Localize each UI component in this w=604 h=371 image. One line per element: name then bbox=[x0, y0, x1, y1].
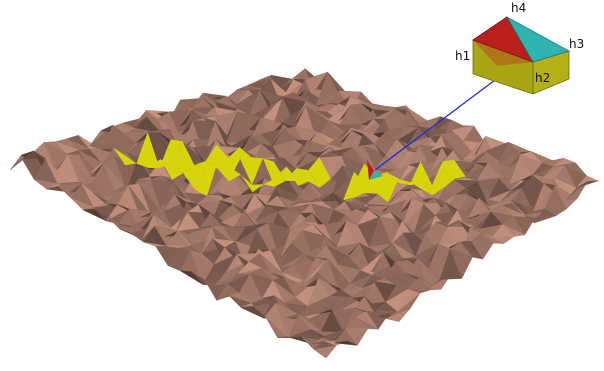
highlighted-face bbox=[376, 172, 399, 203]
label-h3: h3 bbox=[569, 37, 584, 51]
highlighted-face bbox=[364, 172, 388, 192]
label-h4: h4 bbox=[511, 1, 526, 15]
highlighted-face bbox=[286, 166, 309, 186]
highlighted-face bbox=[432, 159, 455, 185]
terrain-face bbox=[491, 236, 515, 244]
terrain-face bbox=[355, 316, 379, 330]
selected-face-marker bbox=[367, 160, 383, 180]
highlighted-face bbox=[297, 170, 320, 188]
terrain-face bbox=[576, 180, 599, 189]
highlighted-face bbox=[218, 161, 241, 182]
terrain-face bbox=[512, 216, 536, 236]
terrain-face bbox=[460, 241, 484, 260]
highlighted-face bbox=[432, 169, 455, 196]
highlighted-face bbox=[136, 132, 160, 168]
highlighted-face bbox=[409, 161, 432, 186]
terrain-face bbox=[543, 208, 568, 216]
terrain-face bbox=[534, 211, 557, 224]
highlighted-face bbox=[421, 169, 444, 196]
label-h1: h1 bbox=[455, 49, 470, 63]
terrain-face bbox=[313, 345, 338, 359]
highlighted-face bbox=[195, 161, 218, 197]
cube-face-h4b bbox=[505, 15, 571, 63]
terrain-face bbox=[344, 328, 369, 346]
label-h2: h2 bbox=[535, 71, 550, 85]
highlighted-face bbox=[443, 159, 466, 179]
terrain-face bbox=[397, 293, 421, 312]
highlighted-face bbox=[387, 172, 410, 186]
terrain-surface bbox=[9, 68, 599, 359]
highlighted-face bbox=[205, 144, 229, 169]
highlighted-face bbox=[159, 139, 183, 168]
highlighted-face bbox=[274, 166, 298, 187]
highlighted-faces bbox=[113, 132, 466, 203]
terrain-face bbox=[408, 288, 431, 294]
terrain-face bbox=[554, 184, 578, 210]
highlighted-face bbox=[343, 171, 366, 201]
highlighted-face bbox=[240, 174, 264, 193]
terrain-face bbox=[565, 181, 588, 201]
highlighted-face bbox=[375, 171, 399, 183]
highlighted-face bbox=[308, 157, 331, 188]
highlighted-face bbox=[354, 171, 377, 193]
highlighted-face bbox=[160, 159, 184, 180]
highlighted-face bbox=[365, 191, 389, 203]
highlighted-face bbox=[183, 165, 207, 190]
terrain-face bbox=[386, 309, 410, 322]
terrain-face bbox=[481, 232, 504, 244]
highlighted-face bbox=[263, 166, 287, 187]
highlighted-face bbox=[228, 147, 252, 159]
highlighted-face bbox=[285, 168, 309, 181]
inset-cube bbox=[472, 15, 571, 95]
terrain-face bbox=[502, 224, 526, 237]
pointer-arrow bbox=[374, 72, 505, 171]
terrain-face bbox=[449, 248, 473, 279]
terrain-face bbox=[439, 273, 463, 280]
highlighted-face bbox=[171, 141, 195, 174]
highlighted-face bbox=[113, 147, 137, 166]
terrain-face bbox=[470, 240, 494, 260]
highlighted-face bbox=[240, 157, 263, 185]
terrain-face bbox=[334, 340, 358, 346]
highlighted-face bbox=[410, 182, 433, 196]
cube-face-h2 bbox=[473, 40, 533, 66]
